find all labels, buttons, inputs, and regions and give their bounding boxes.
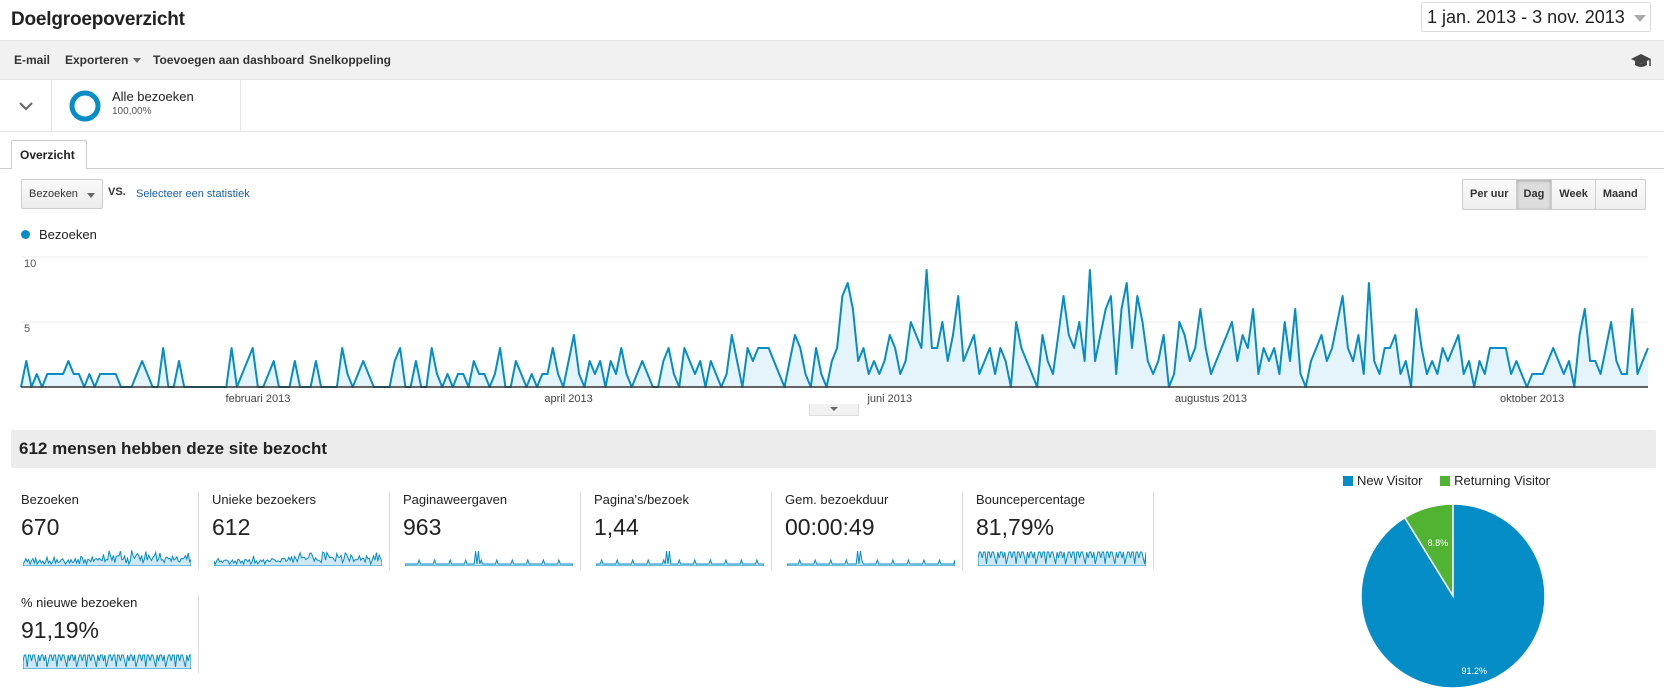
scorecard-title: Pagina's/bezoek [594, 492, 689, 507]
sparkline-path [787, 550, 955, 566]
scorecard-value: 1,44 [594, 514, 639, 540]
tab-label: Overzicht [20, 148, 75, 162]
chevron-down-icon [19, 102, 33, 111]
sparkline-path [405, 550, 573, 566]
legend-swatch [1440, 476, 1451, 486]
y-tick-label: 10 [24, 258, 36, 270]
legend-item-label: Returning Visitor [1454, 473, 1551, 488]
scorecard[interactable]: Unieke bezoekers 612 [212, 492, 390, 570]
toolbar: E-mail Exporteren Toevoegen aan dashboar… [0, 40, 1664, 80]
scorecard-value: 00:00:49 [785, 514, 875, 540]
legend-swatch [1343, 476, 1353, 486]
scorecard-value: 670 [21, 514, 60, 540]
granularity-week[interactable]: Week [1551, 180, 1595, 209]
add-to-dashboard-button[interactable]: Toevoegen aan dashboard [153, 53, 305, 67]
export-menu[interactable]: Exporteren [65, 53, 142, 67]
scorecard[interactable]: % nieuwe bezoeken 91,19% [21, 595, 199, 673]
pie-legend: New Visitor Returning Visitor [1343, 473, 1550, 488]
segment-name: Alle bezoeken [112, 89, 194, 104]
granularity-day[interactable]: Dag [1515, 180, 1552, 209]
granularity-toggle: Per uur Dag Week Maand [1462, 179, 1646, 210]
x-tick-label: februari 2013 [226, 393, 291, 405]
scorecard-sparkline [214, 551, 382, 566]
pie-slice-label: 8.8% [1428, 538, 1449, 548]
x-tick-label: juni 2013 [866, 393, 912, 405]
scorecard-title: % nieuwe bezoeken [21, 595, 138, 610]
scorecard-title: Bouncepercentage [976, 492, 1086, 507]
sparkline-path [23, 550, 191, 566]
vs-label: VS. [108, 186, 126, 198]
scorecard[interactable]: Gem. bezoekduur 00:00:49 [785, 492, 963, 570]
scorecard-value: 81,79% [976, 514, 1055, 540]
pie-slice-label: 91.2% [1462, 666, 1488, 676]
summary-banner: 612 mensen hebben deze site bezocht [11, 430, 1656, 468]
scorecard-title: Paginaweergaven [403, 492, 508, 507]
sparkline-path [978, 551, 1146, 566]
graduation-cap-icon[interactable] [1630, 52, 1652, 70]
chevron-down-icon [1634, 15, 1646, 22]
scorecard-title: Unieke bezoekers [212, 492, 317, 507]
tab-strip-line [0, 168, 1664, 169]
series-area [21, 270, 1648, 387]
x-tick-label: augustus 2013 [1175, 393, 1247, 405]
segment-bar: Alle bezoeken 100,00% [0, 80, 1664, 132]
sparkline-path [596, 550, 764, 566]
scorecard-value: 963 [403, 514, 442, 540]
date-range-label: 1 jan. 2013 - 3 nov. 2013 [1427, 7, 1625, 27]
chart-expander[interactable] [809, 404, 859, 416]
series-line [20, 269, 1649, 388]
pie-slice[interactable] [1360, 503, 1546, 689]
scorecard-title: Bezoeken [21, 492, 79, 507]
legend-label: Bezoeken [39, 227, 97, 242]
scorecard-title: Gem. bezoekduur [785, 492, 889, 507]
legend-item-returning-visitor[interactable]: Returning Visitor [1440, 473, 1550, 488]
shortcut-button[interactable]: Snelkoppeling [309, 53, 392, 67]
select-metric-link[interactable]: Selecteer een statistiek [136, 188, 250, 200]
legend-item-label: New Visitor [1357, 473, 1423, 488]
scorecard[interactable]: Pagina's/bezoek 1,44 [594, 492, 772, 570]
sparkline-path [23, 654, 191, 669]
legend-dot [21, 230, 30, 239]
scorecard-sparkline [596, 550, 764, 566]
segment-all-visits[interactable]: Alle bezoeken 100,00% [53, 80, 241, 132]
segment-toggle[interactable] [0, 80, 52, 132]
metric-select-value: Bezoeken [29, 188, 78, 200]
legend-item-new-visitor[interactable]: New Visitor [1343, 473, 1423, 488]
x-tick-label: april 2013 [544, 393, 592, 405]
visitor-type-pie-chart[interactable]: 8.8% 91.2% [1360, 503, 1546, 689]
scorecard-sparkline [405, 550, 573, 566]
date-range-picker[interactable]: 1 jan. 2013 - 3 nov. 2013 [1421, 2, 1651, 32]
scorecard[interactable]: Bezoeken 670 [21, 492, 199, 570]
segment-ring-icon [69, 90, 101, 122]
caret-down-icon [830, 407, 838, 411]
metric-select[interactable]: Bezoeken [21, 179, 103, 209]
x-tick-label: oktober 2013 [1500, 393, 1564, 405]
granularity-hourly[interactable]: Per uur [1470, 188, 1509, 200]
email-button[interactable]: E-mail [14, 53, 51, 67]
scorecard-value: 612 [212, 514, 251, 540]
export-label: Exporteren [65, 53, 129, 67]
scorecard[interactable]: Bouncepercentage 81,79% [976, 492, 1154, 570]
scorecard-sparkline [787, 550, 955, 566]
y-tick-label: 5 [24, 323, 30, 335]
caret-down-icon [133, 58, 142, 64]
scorecard-value: 91,19% [21, 617, 100, 643]
caret-down-icon [87, 193, 95, 198]
scorecard-sparkline [23, 550, 191, 566]
segment-percent: 100,00% [112, 106, 152, 117]
tab-overzicht[interactable]: Overzicht [11, 140, 87, 169]
granularity-month[interactable]: Maand [1594, 180, 1645, 209]
scorecard-sparkline [978, 551, 1146, 566]
summary-text: 612 mensen hebben deze site bezocht [19, 439, 327, 458]
scorecard-sparkline [23, 654, 191, 669]
visits-line-chart[interactable]: 10 5 februari 2013 april 2013 juni 2013 augus… [0, 240, 1664, 415]
page-title: Doelgroepoverzicht [11, 9, 185, 30]
scorecard[interactable]: Paginaweergaven 963 [403, 492, 581, 570]
sparkline-path [214, 551, 382, 566]
